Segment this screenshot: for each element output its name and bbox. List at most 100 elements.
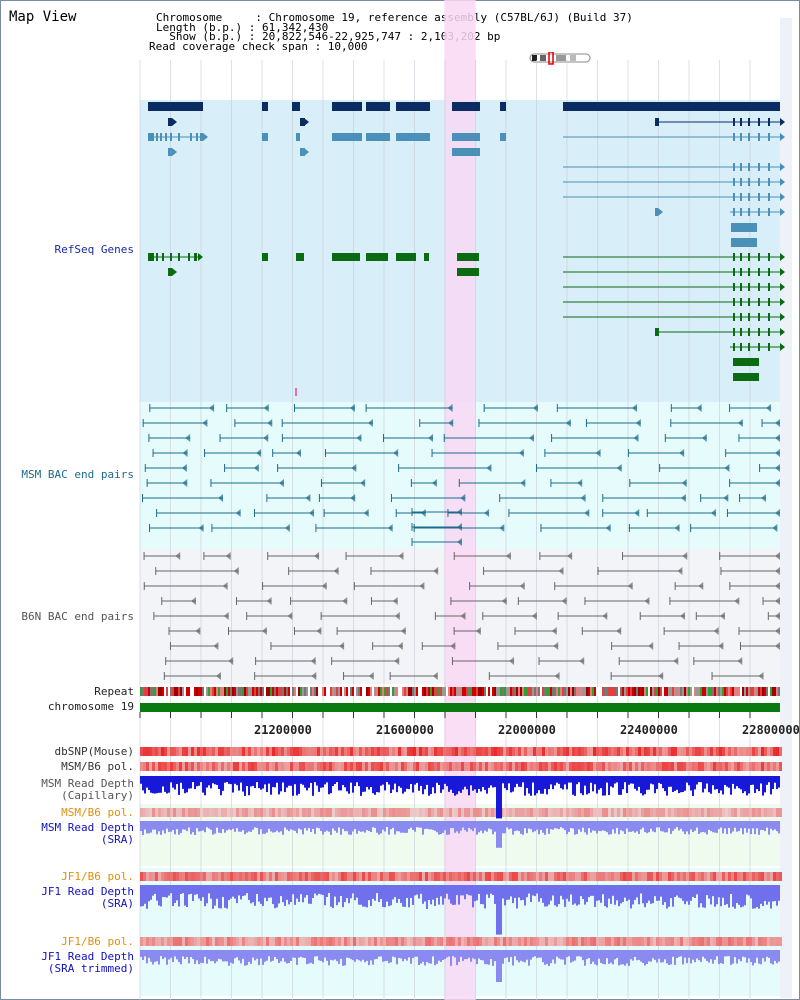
gene-exon: [731, 223, 757, 232]
read-depth-bar: [554, 821, 556, 829]
read-depth-bar: [270, 885, 272, 898]
read-depth-bar: [526, 776, 528, 789]
variant-density-cell: [503, 937, 506, 946]
variant-density-cell: [215, 872, 218, 881]
read-depth-bar: [270, 776, 272, 795]
repeat-element: [440, 687, 442, 696]
variant-density-cell: [590, 937, 593, 946]
variant-density-cell: [617, 872, 620, 881]
read-depth-bar: [336, 776, 338, 783]
chromosome-ideogram[interactable]: [528, 52, 592, 66]
read-depth-bar: [240, 821, 242, 832]
variant-density-cell: [476, 937, 479, 946]
read-depth-bar: [288, 821, 290, 832]
bac-end-arrow: [680, 612, 686, 620]
read-depth-bar: [612, 776, 614, 788]
bac-end-arrow: [761, 494, 767, 502]
repeat-element: [262, 687, 264, 696]
repeat-element: [396, 687, 398, 696]
read-depth-bar: [586, 885, 588, 902]
repeat-element: [220, 687, 222, 696]
variant-density-cell: [524, 872, 527, 881]
variant-density-cell: [545, 808, 548, 817]
variant-density-cell: [515, 937, 518, 946]
read-depth-bar: [668, 821, 670, 829]
repeat-element: [308, 687, 310, 696]
repeat-element: [770, 687, 772, 696]
repeat-element: [756, 687, 758, 696]
read-depth-bar: [536, 776, 538, 794]
read-depth-bar: [388, 821, 390, 835]
read-depth-bar: [766, 776, 768, 785]
variant-density-cell: [215, 808, 218, 817]
variant-density-cell: [647, 747, 650, 756]
read-depth-bar: [202, 776, 204, 793]
read-depth-bar: [148, 821, 150, 834]
bac-end-arrow: [209, 404, 215, 412]
read-depth-bar: [664, 776, 666, 792]
repeat-element: [488, 687, 490, 696]
read-depth-bar: [696, 821, 698, 828]
read-depth-bar: [466, 885, 468, 895]
repeat-element: [178, 687, 180, 696]
read-depth-bar: [514, 821, 516, 832]
read-depth-bar: [374, 821, 376, 828]
bac-end-arrow: [349, 404, 355, 412]
read-depth-bar: [566, 950, 568, 958]
gene-exon: [156, 133, 158, 141]
variant-density-cell: [149, 808, 152, 817]
read-depth-bar: [324, 950, 326, 958]
read-depth-bar: [706, 821, 708, 835]
variant-density-cell: [347, 872, 350, 881]
read-depth-bar: [236, 885, 238, 904]
read-depth-bar: [480, 885, 482, 905]
variant-density-cell: [533, 872, 536, 881]
read-depth-bar: [438, 821, 440, 835]
read-depth-bar: [674, 950, 676, 965]
variant-density-cell: [722, 808, 725, 817]
variant-density-cell: [758, 937, 761, 946]
variant-density-cell: [356, 747, 359, 756]
repeat-element: [628, 687, 630, 696]
read-depth-bar: [576, 885, 578, 906]
read-depth-bar: [202, 821, 204, 831]
variant-density-cell: [773, 808, 776, 817]
read-depth-bar: [378, 950, 380, 957]
read-depth-bar: [540, 885, 542, 899]
read-depth-bar: [562, 885, 564, 900]
bac-end-arrow: [284, 524, 290, 532]
read-depth-bar: [476, 776, 478, 793]
variant-density-cell: [602, 808, 605, 817]
read-depth-bar: [696, 885, 698, 895]
read-depth-bar: [742, 821, 744, 835]
repeat-element: [632, 687, 634, 696]
variant-density-cell: [479, 747, 482, 756]
read-depth-bar: [408, 885, 410, 908]
read-depth-bar: [196, 950, 198, 961]
variant-density-cell: [368, 937, 371, 946]
repeat-element: [482, 687, 484, 696]
variant-density-cell: [269, 937, 272, 946]
read-depth-bar: [416, 821, 418, 828]
variant-density-cell: [761, 937, 764, 946]
repeat-element: [426, 687, 428, 696]
variant-density-cell: [416, 937, 419, 946]
repeat-element: [454, 687, 456, 696]
read-depth-bar: [652, 821, 654, 832]
repeat-element: [424, 687, 426, 696]
repeat-element: [162, 687, 164, 696]
length-info: Length (b.p.) : 61,342,430: [156, 21, 329, 34]
read-depth-bar: [718, 776, 720, 794]
read-depth-bar: [644, 776, 646, 795]
read-depth-bar: [746, 776, 748, 796]
read-depth-bar: [760, 950, 762, 965]
gene-strand-arrow: [780, 298, 785, 306]
variant-density-cell: [230, 937, 233, 946]
variant-density-cell: [374, 747, 377, 756]
read-depth-bar: [546, 776, 548, 795]
variant-density-cell: [179, 808, 182, 817]
read-depth-bar: [572, 950, 574, 962]
variant-density-cell: [254, 808, 257, 817]
variant-density-cell: [380, 872, 383, 881]
